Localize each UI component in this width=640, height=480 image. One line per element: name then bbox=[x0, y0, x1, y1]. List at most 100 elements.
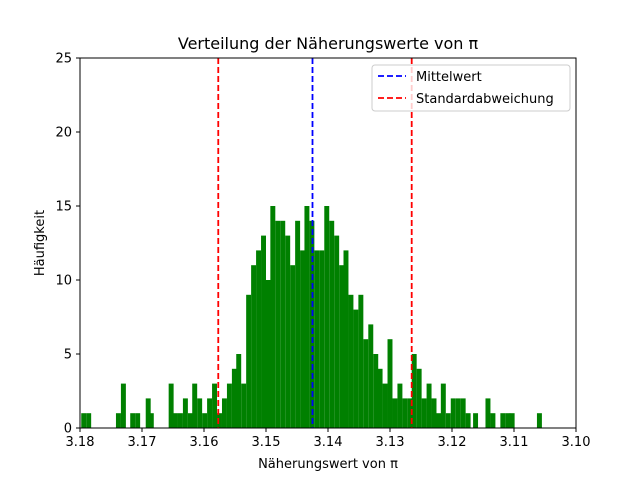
histogram-bar bbox=[304, 206, 310, 428]
histogram-bar bbox=[426, 383, 432, 428]
histogram-bar bbox=[192, 383, 198, 428]
histogram-bar bbox=[148, 413, 154, 428]
histogram-bar bbox=[177, 413, 183, 428]
histogram-bar bbox=[416, 368, 422, 428]
histogram-bar bbox=[460, 398, 466, 428]
histogram-bar bbox=[411, 354, 417, 428]
histogram-bar bbox=[319, 250, 325, 428]
histogram-bar bbox=[490, 413, 496, 428]
histogram-bar bbox=[450, 398, 456, 428]
histogram-bar bbox=[536, 413, 542, 428]
histogram-bar bbox=[314, 250, 320, 428]
histogram-bar bbox=[363, 339, 369, 428]
histogram-bar bbox=[135, 413, 141, 428]
histogram-bars bbox=[81, 206, 542, 428]
histogram-bar bbox=[231, 368, 237, 428]
histogram-bar bbox=[500, 413, 506, 428]
histogram-bar bbox=[485, 398, 491, 428]
histogram-bar bbox=[236, 354, 242, 428]
histogram-bar bbox=[266, 280, 271, 428]
histogram-bar bbox=[509, 413, 515, 428]
histogram-bar bbox=[324, 206, 330, 428]
x-tick-label: 3.11 bbox=[500, 435, 529, 450]
histogram-bar bbox=[197, 398, 203, 428]
x-axis-label: Näherungswert von π bbox=[258, 457, 398, 472]
histogram-bar bbox=[358, 294, 364, 428]
x-tick-label: 3.15 bbox=[252, 435, 281, 450]
x-tick-label: 3.18 bbox=[66, 435, 95, 450]
histogram-bar bbox=[241, 383, 247, 428]
y-tick-label: 10 bbox=[55, 274, 72, 289]
histogram-bar bbox=[397, 383, 403, 428]
reference-lines bbox=[217, 58, 413, 428]
histogram-bar bbox=[187, 413, 193, 428]
y-tick-label: 25 bbox=[55, 52, 72, 67]
histogram-bar bbox=[373, 354, 379, 428]
histogram-bar bbox=[120, 383, 126, 428]
histogram-bar bbox=[368, 324, 374, 428]
x-axis-ticks: 3.18 3.17 3.16 3.15 3.14 3.13 3.12 3.11 3.10 bbox=[66, 428, 591, 450]
histogram-bar bbox=[329, 220, 335, 428]
histogram-bar bbox=[173, 413, 178, 428]
histogram-bar bbox=[295, 220, 301, 428]
legend-mean-label: Mittelwert bbox=[416, 70, 482, 85]
histogram-bar bbox=[431, 398, 437, 428]
y-axis-label: Häufigkeit bbox=[33, 210, 48, 276]
x-tick-label: 3.13 bbox=[376, 435, 405, 450]
histogram-bar bbox=[402, 398, 408, 428]
histogram-bar bbox=[339, 265, 345, 428]
histogram-bar bbox=[348, 294, 354, 428]
histogram-bar bbox=[280, 220, 286, 428]
histogram-bar bbox=[473, 413, 479, 428]
histogram-bar bbox=[465, 413, 471, 428]
x-tick-label: 3.10 bbox=[562, 435, 591, 450]
histogram-bar bbox=[261, 235, 266, 428]
histogram-bar bbox=[290, 265, 296, 428]
histogram-bar bbox=[226, 383, 232, 428]
histogram-bar bbox=[505, 413, 511, 428]
y-tick-label: 15 bbox=[55, 200, 72, 215]
histogram-bar bbox=[212, 383, 218, 428]
histogram-bar bbox=[168, 383, 174, 428]
histogram-bar bbox=[207, 398, 213, 428]
histogram-bar bbox=[407, 398, 413, 428]
histogram-bar bbox=[421, 398, 427, 428]
histogram-bar bbox=[300, 250, 306, 428]
y-axis-ticks: 0 5 10 15 20 25 bbox=[55, 52, 80, 437]
histogram-bar bbox=[145, 398, 151, 428]
x-tick-label: 3.14 bbox=[314, 435, 343, 450]
histogram-bar bbox=[275, 220, 281, 428]
histogram-bar bbox=[436, 413, 442, 428]
histogram-bar bbox=[217, 413, 222, 428]
x-tick-label: 3.12 bbox=[438, 435, 467, 450]
histogram-bar bbox=[455, 398, 461, 428]
x-tick-label: 3.17 bbox=[128, 435, 157, 450]
y-tick-label: 20 bbox=[55, 126, 72, 141]
y-tick-label: 5 bbox=[64, 348, 72, 363]
chart-title: Verteilung der Näherungswerte von π bbox=[178, 34, 479, 53]
histogram-bar bbox=[377, 368, 383, 428]
histogram-bar bbox=[285, 235, 291, 428]
histogram-bar bbox=[270, 206, 276, 428]
histogram-bar bbox=[353, 309, 359, 428]
legend: Mittelwert Standardabweichung bbox=[371, 64, 571, 112]
histogram-bar bbox=[202, 413, 208, 428]
histogram-bar bbox=[182, 398, 188, 428]
histogram-bar bbox=[387, 339, 393, 428]
histogram-bar bbox=[382, 383, 388, 428]
histogram-bar bbox=[256, 250, 262, 428]
histogram-bar bbox=[86, 413, 92, 428]
histogram-bar bbox=[440, 383, 446, 428]
histogram-bar bbox=[343, 250, 349, 428]
legend-std-label: Standardabweichung bbox=[416, 92, 554, 107]
y-tick-label: 0 bbox=[64, 422, 72, 437]
histogram-bar bbox=[221, 398, 227, 428]
histogram-bar bbox=[246, 294, 252, 428]
histogram-bar bbox=[334, 235, 340, 428]
histogram-bar bbox=[115, 413, 121, 428]
histogram-bar bbox=[81, 413, 87, 428]
histogram-bar bbox=[130, 413, 136, 428]
x-tick-label: 3.16 bbox=[190, 435, 219, 450]
histogram-bar bbox=[392, 398, 398, 428]
